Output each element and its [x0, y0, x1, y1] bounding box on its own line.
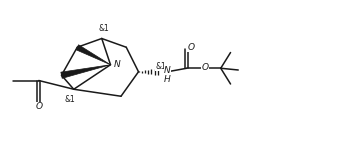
Text: H: H [164, 75, 171, 84]
Text: O: O [187, 43, 195, 52]
Text: O: O [35, 102, 42, 111]
Text: N: N [114, 60, 121, 69]
Text: O: O [201, 63, 209, 72]
Text: &1: &1 [98, 24, 109, 33]
Text: N: N [164, 65, 171, 75]
Polygon shape [76, 45, 110, 65]
Text: &1: &1 [155, 62, 166, 71]
Polygon shape [61, 65, 110, 78]
Text: &1: &1 [65, 95, 76, 103]
